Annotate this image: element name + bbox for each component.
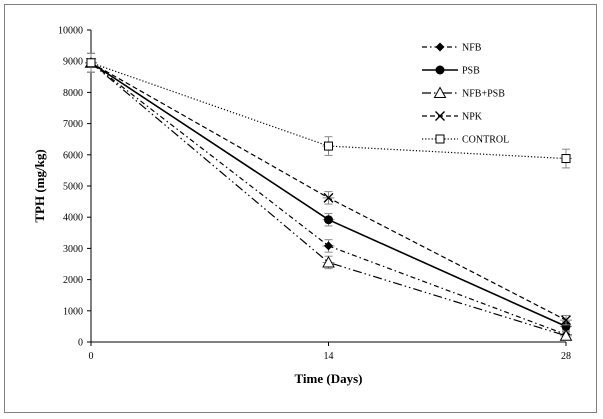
legend-marker <box>435 65 445 75</box>
legend-entry: NPK <box>422 111 483 123</box>
y-tick-label: 7000 <box>63 119 83 130</box>
data-point <box>324 141 333 151</box>
legend-label: PSB <box>462 66 480 77</box>
y-tick-label: 6000 <box>63 150 83 161</box>
x-axis-title: Time (Days) <box>294 371 362 386</box>
x-tick-label: 0 <box>89 351 94 362</box>
legend: NFB PSB NFB+PSB NPK CONTROL <box>422 42 509 146</box>
data-point <box>323 192 334 203</box>
y-tick-label: 5000 <box>63 182 83 193</box>
y-tick-label: 2000 <box>63 275 83 286</box>
legend-entry: CONTROL <box>422 134 509 146</box>
data-point <box>559 329 573 341</box>
series-layer <box>84 52 573 341</box>
y-tick-label: 8000 <box>63 88 83 99</box>
legend-entry: NFB+PSB <box>422 86 505 100</box>
legend-marker <box>435 111 445 121</box>
legend-label: NFB+PSB <box>462 89 505 100</box>
data-point <box>561 315 571 326</box>
data-point <box>86 58 96 68</box>
data-point <box>324 215 333 225</box>
legend-label: CONTROL <box>462 135 509 146</box>
data-point <box>322 255 335 268</box>
legend-entry: NFB <box>422 42 482 54</box>
series-line <box>90 62 567 160</box>
y-tick-label: 1000 <box>63 306 83 317</box>
legend-label: NFB <box>462 43 482 54</box>
axes <box>87 29 567 346</box>
legend-marker <box>433 86 447 98</box>
y-tick-label: 10000 <box>58 26 83 37</box>
tick-labels: 0 1000 2000 3000 4000 5000 6000 7000 8000 9000 100… <box>58 26 571 363</box>
x-tick-label: 28 <box>561 351 571 362</box>
y-axis-title: TPH (mg/kg) <box>32 149 47 222</box>
y-tick-label: 3000 <box>63 244 83 255</box>
legend-entry: PSB <box>422 65 480 77</box>
y-tick-label: 0 <box>78 338 83 349</box>
data-point <box>561 154 571 164</box>
legend-label: NPK <box>462 112 483 123</box>
series-control <box>85 52 572 169</box>
data-point <box>561 321 571 331</box>
legend-marker <box>435 134 445 144</box>
data-point <box>324 241 333 251</box>
y-tick-label: 9000 <box>63 57 83 68</box>
y-tick-label: 4000 <box>63 213 83 224</box>
x-tick-label: 14 <box>324 351 334 362</box>
legend-marker <box>435 42 445 52</box>
